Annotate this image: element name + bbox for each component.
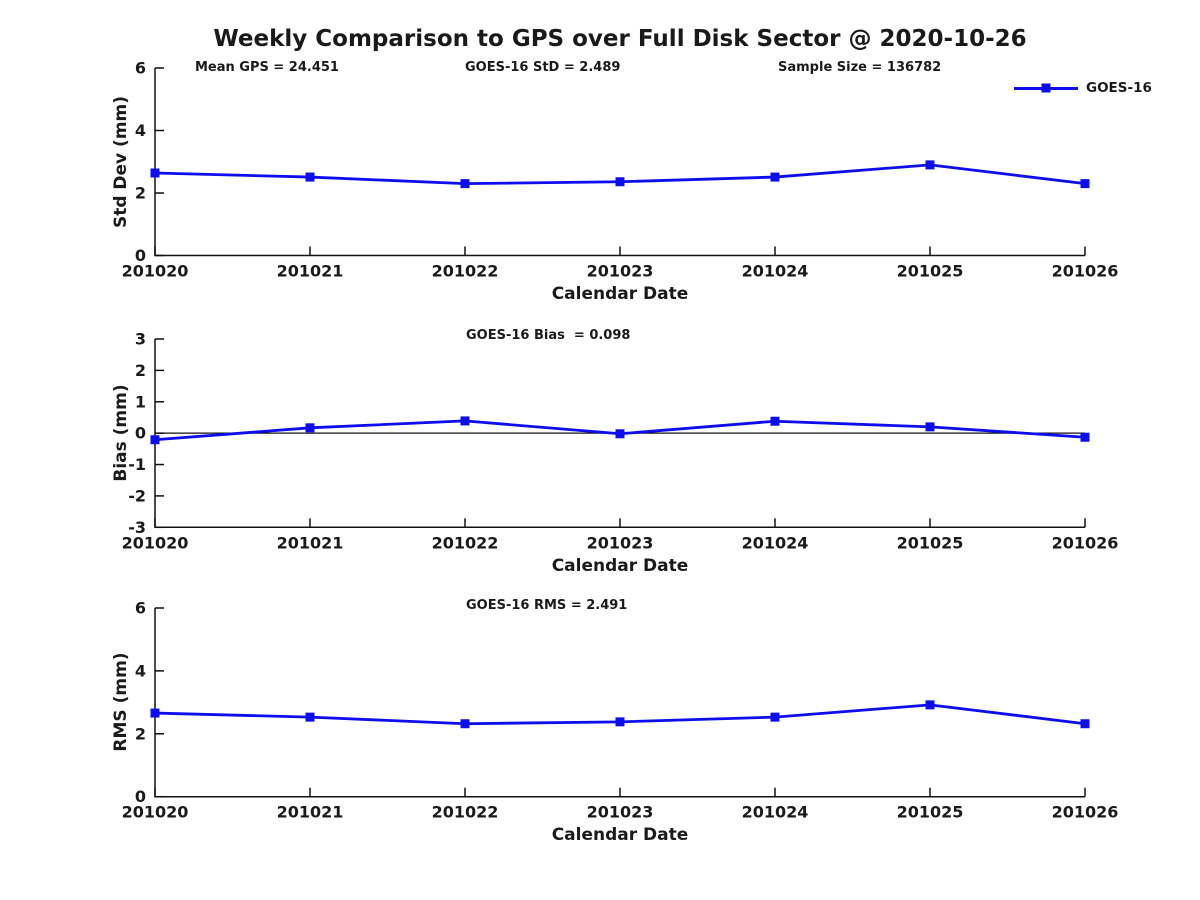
page-title: Weekly Comparison to GPS over Full Disk …	[213, 26, 1027, 52]
axes-lines	[154, 68, 1085, 257]
data-point-marker	[150, 168, 160, 178]
data-point-marker	[1080, 432, 1090, 442]
x-tick-label: 201021	[277, 262, 344, 281]
legend-square-marker-icon	[1041, 83, 1051, 93]
x-tick-label: 201020	[122, 803, 189, 822]
data-point-marker	[305, 712, 315, 722]
data-point-marker	[770, 712, 780, 722]
y-tick-label: 0	[135, 246, 146, 265]
x-axis-label-3: Calendar Date	[551, 825, 689, 845]
x-tick-label: 201023	[587, 262, 654, 281]
data-point-marker	[615, 429, 625, 439]
y-axis-label-rms: RMS (mm)	[111, 652, 131, 752]
legend-label: GOES-16	[1086, 80, 1152, 96]
x-tick-label: 201020	[122, 262, 189, 281]
data-point-marker	[925, 422, 935, 432]
subplot-3: 0 2 4 6 201020 201021 201022 201023 201024 201025…	[122, 599, 1119, 822]
annotation-goes16-rms: GOES-16 RMS = 2.491	[466, 598, 628, 613]
x-tick-label: 201023	[587, 803, 654, 822]
y-tick-label: -3	[128, 518, 146, 537]
x-axis-label-1: Calendar Date	[551, 284, 689, 304]
subplot-2: -3 -2 -1 0 1 2 3 201020 201021 201022 201023 201024…	[122, 330, 1119, 553]
x-tick-label: 201024	[742, 262, 809, 281]
x-tick-label: 201024	[742, 803, 809, 822]
y-tick-label: 1	[135, 392, 146, 411]
y-tick-label: 4	[135, 121, 146, 140]
x-tick-label: 201024	[742, 533, 809, 552]
y-axis-label-stddev: Std Dev (mm)	[111, 95, 131, 229]
data-point-marker	[615, 177, 625, 187]
y-tick-label: 0	[135, 424, 146, 443]
x-tick-label: 201025	[897, 803, 964, 822]
x-axis-label-2: Calendar Date	[551, 556, 689, 576]
subplot-1: 0 2 4 6 201020 201021 201022 201023 201024 201025…	[122, 59, 1119, 281]
x-tick-label: 201026	[1052, 803, 1119, 822]
x-tick-label: 201026	[1052, 262, 1119, 281]
x-tick-label: 201022	[432, 803, 499, 822]
y-tick-label: 4	[135, 661, 146, 680]
annotation-sample-size: Sample Size = 136782	[778, 60, 942, 75]
y-tick-label: 2	[135, 724, 146, 743]
annotation-goes16-std: GOES-16 StD = 2.489	[465, 60, 621, 75]
data-point-marker	[770, 416, 780, 426]
data-point-marker	[150, 435, 160, 445]
data-point-marker	[925, 160, 935, 170]
axes-lines	[154, 608, 1085, 798]
data-point-marker	[770, 172, 780, 182]
x-tick-label: 201021	[277, 533, 344, 552]
y-tick-label: 2	[135, 361, 146, 380]
data-point-marker	[925, 700, 935, 710]
legend: GOES-16	[1014, 80, 1152, 96]
x-tick-label: 201020	[122, 533, 189, 552]
x-tick-label: 201025	[897, 262, 964, 281]
x-tick-label: 201023	[587, 533, 654, 552]
y-tick-label: 6	[135, 59, 146, 78]
x-tick-label: 201021	[277, 803, 344, 822]
legend-line-sample	[1014, 83, 1078, 93]
y-tick-label: 0	[135, 787, 146, 806]
data-point-marker	[150, 708, 160, 718]
y-tick-label: -2	[128, 486, 146, 505]
y-tick-label: -1	[128, 455, 146, 474]
data-point-marker	[1080, 719, 1090, 729]
data-point-marker	[615, 717, 625, 727]
y-tick-label: 2	[135, 184, 146, 203]
annotation-goes16-bias: GOES-16 Bias = 0.098	[466, 328, 631, 343]
data-point-marker	[460, 719, 470, 729]
annotation-mean-gps: Mean GPS = 24.451	[195, 60, 339, 75]
data-point-marker	[305, 423, 315, 433]
data-point-marker	[1080, 179, 1090, 189]
data-point-marker	[305, 172, 315, 182]
x-tick-label: 201025	[897, 533, 964, 552]
y-axis-label-bias: Bias (mm)	[111, 384, 131, 482]
x-tick-label: 201022	[432, 533, 499, 552]
data-point-marker	[460, 416, 470, 426]
y-tick-label: 3	[135, 330, 146, 349]
x-tick-label: 201022	[432, 262, 499, 281]
x-tick-label: 201026	[1052, 533, 1119, 552]
y-tick-label: 6	[135, 599, 146, 618]
data-point-marker	[460, 179, 470, 189]
